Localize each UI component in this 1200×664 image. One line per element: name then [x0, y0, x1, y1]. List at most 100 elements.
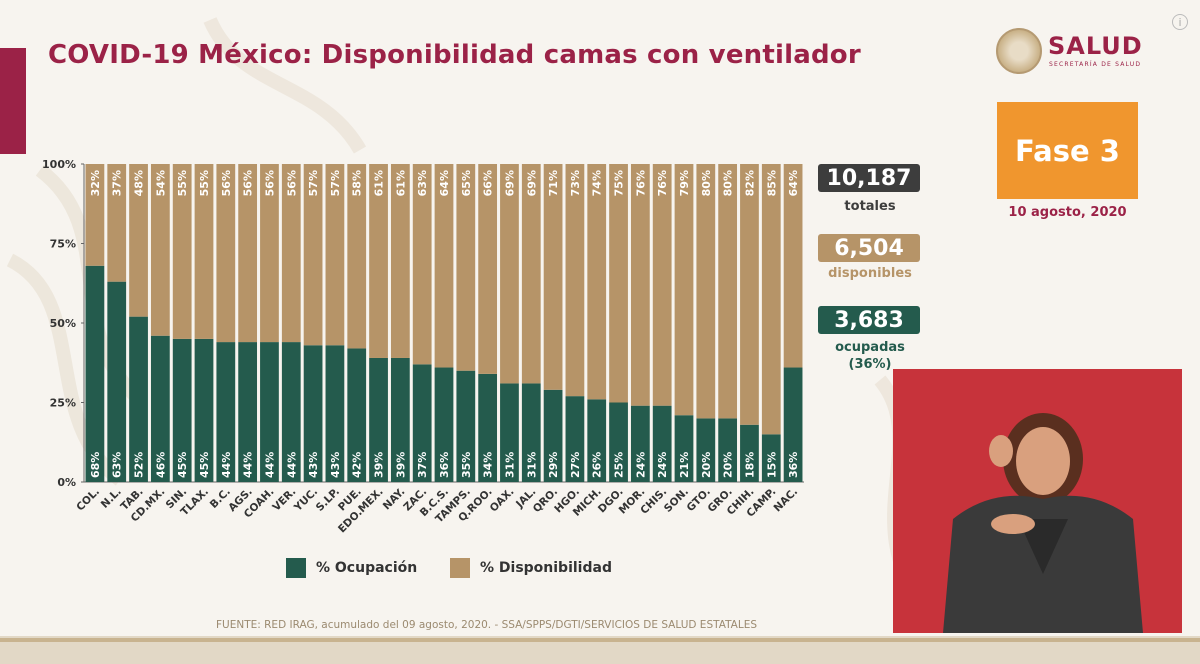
- bar-available: [543, 164, 563, 390]
- data-label-occupied: 25%: [613, 452, 626, 478]
- bar-occupied: [434, 367, 454, 482]
- bar-available: [347, 164, 367, 349]
- bar-occupied: [783, 367, 803, 482]
- category-label: S.LP.: [314, 486, 342, 514]
- legend-occupied-swatch: [286, 558, 306, 578]
- y-tick-label: 0%: [57, 476, 76, 489]
- bar-available: [390, 164, 410, 358]
- data-label-available: 69%: [503, 170, 516, 196]
- data-label-occupied: 52%: [133, 452, 146, 478]
- data-label-available: 32%: [89, 170, 102, 196]
- bar-available: [718, 164, 738, 419]
- bar-occupied: [390, 357, 410, 482]
- data-label-available: 85%: [765, 170, 778, 196]
- bar-occupied: [260, 342, 279, 482]
- bar-occupied: [303, 345, 323, 482]
- phase-badge: Fase 3: [997, 102, 1138, 199]
- data-label-occupied: 24%: [656, 452, 669, 478]
- bar-available: [434, 164, 454, 368]
- logo-subtitle: SECRETARÍA DE SALUD: [1049, 61, 1142, 68]
- data-label-available: 56%: [220, 170, 233, 196]
- occupancy-chart: 0%25%50%75%100%68%32%COL.63%37%N.L.52%48…: [42, 158, 804, 535]
- bar-occupied: [456, 370, 476, 482]
- bar-available: [674, 164, 694, 416]
- info-icon[interactable]: i: [1172, 14, 1188, 30]
- data-label-occupied: 44%: [220, 452, 233, 478]
- bar-available: [303, 164, 323, 346]
- bar-occupied: [150, 335, 170, 482]
- data-label-occupied: 34%: [482, 452, 495, 478]
- data-label-occupied: 68%: [89, 452, 102, 478]
- data-label-occupied: 43%: [307, 452, 320, 478]
- category-label: NAC.: [771, 486, 800, 515]
- data-label-occupied: 37%: [416, 452, 429, 478]
- data-label-occupied: 24%: [634, 452, 647, 478]
- bar-occupied: [325, 345, 345, 482]
- bar-occupied: [521, 383, 541, 482]
- bar-occupied: [761, 434, 781, 482]
- kpi-occupied-pct: (36%): [848, 357, 892, 372]
- salud-logo: SALUD SECRETARÍA DE SALUD: [996, 28, 1156, 76]
- bar-occupied: [609, 402, 628, 482]
- data-label-occupied: 39%: [373, 452, 386, 478]
- bar-occupied: [129, 316, 148, 482]
- data-label-occupied: 21%: [678, 452, 691, 478]
- data-label-available: 82%: [743, 170, 756, 196]
- data-label-occupied: 31%: [525, 452, 538, 478]
- category-label: SON.: [662, 486, 691, 515]
- data-label-available: 76%: [656, 170, 669, 196]
- bar-available: [565, 164, 585, 397]
- national-seal-icon: [996, 28, 1042, 74]
- kpi-occupied-label: ocupadas: [835, 340, 905, 355]
- bar-occupied: [281, 342, 301, 482]
- bar-available: [761, 164, 781, 435]
- sign-language-interpreter-video: [893, 369, 1182, 633]
- y-tick-label: 50%: [50, 317, 76, 330]
- bar-occupied: [543, 389, 563, 482]
- data-label-available: 66%: [482, 170, 495, 196]
- data-label-occupied: 26%: [591, 452, 604, 478]
- data-label-available: 71%: [547, 170, 560, 196]
- data-label-occupied: 20%: [722, 452, 735, 478]
- bar-occupied: [412, 364, 432, 482]
- category-label: COL.: [74, 486, 102, 514]
- bar-available: [238, 164, 258, 343]
- data-label-available: 69%: [525, 170, 538, 196]
- bar-available: [696, 164, 716, 419]
- bar-occupied: [500, 383, 519, 482]
- phase-date: 10 agosto, 2020: [1008, 205, 1127, 220]
- data-label-occupied: 63%: [111, 452, 124, 478]
- bar-occupied: [652, 405, 672, 482]
- bar-occupied: [565, 396, 585, 482]
- category-label: OAX.: [488, 486, 517, 515]
- data-label-available: 57%: [307, 170, 320, 196]
- bar-available: [630, 164, 650, 406]
- data-label-available: 55%: [198, 170, 211, 196]
- data-label-available: 79%: [678, 170, 691, 196]
- bar-available: [216, 164, 236, 343]
- bar-available: [500, 164, 519, 384]
- data-label-available: 63%: [416, 170, 429, 196]
- data-label-available: 56%: [242, 170, 255, 196]
- data-label-occupied: 36%: [438, 452, 451, 478]
- y-tick-label: 100%: [42, 158, 76, 171]
- data-label-available: 73%: [569, 170, 582, 196]
- bar-available: [369, 164, 388, 358]
- data-label-available: 64%: [438, 170, 451, 196]
- data-label-occupied: 43%: [329, 452, 342, 478]
- data-label-available: 64%: [787, 170, 800, 196]
- bar-occupied: [718, 418, 738, 482]
- data-label-occupied: 35%: [460, 452, 473, 478]
- data-label-occupied: 31%: [503, 452, 516, 478]
- data-label-available: 74%: [591, 170, 604, 196]
- bar-occupied: [194, 338, 214, 482]
- data-label-occupied: 45%: [198, 452, 211, 478]
- bar-occupied: [478, 373, 498, 482]
- data-label-occupied: 44%: [285, 452, 298, 478]
- bar-available: [609, 164, 628, 403]
- data-label-occupied: 27%: [569, 452, 582, 478]
- data-label-available: 76%: [634, 170, 647, 196]
- data-label-available: 57%: [329, 170, 342, 196]
- bar-available: [412, 164, 432, 365]
- data-label-occupied: 39%: [394, 452, 407, 478]
